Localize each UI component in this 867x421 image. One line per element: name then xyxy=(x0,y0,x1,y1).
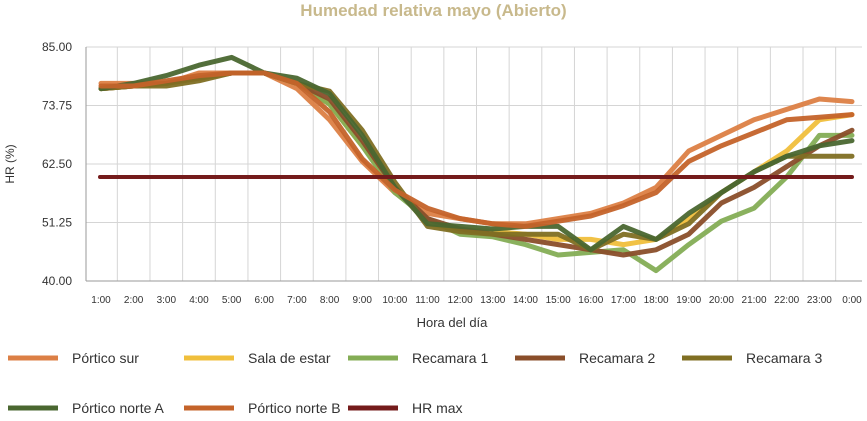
x-tick-label: 17:00 xyxy=(611,295,636,306)
x-tick-label: 10:00 xyxy=(382,295,407,306)
legend-label: Recamara 1 xyxy=(412,350,488,366)
series-line-6 xyxy=(98,54,855,253)
x-tick-label: 1:00 xyxy=(91,295,111,306)
x-tick-label: 15:00 xyxy=(546,295,571,306)
x-tick-label: 14:00 xyxy=(513,295,538,306)
y-tick-label: 73.75 xyxy=(42,99,72,113)
x-tick-label: 6:00 xyxy=(255,295,275,306)
series-line-7 xyxy=(98,70,855,229)
legend-label: Recamara 2 xyxy=(579,350,655,366)
chart-title: Humedad relativa mayo (Abierto) xyxy=(300,1,567,20)
x-tick-label: 19:00 xyxy=(676,295,701,306)
series-lines xyxy=(98,54,855,274)
legend-label: Pórtico sur xyxy=(72,350,139,366)
x-tick-label: 9:00 xyxy=(352,295,372,306)
x-tick-label: 13:00 xyxy=(480,295,505,306)
y-tick-labels: 40.00 51.25 62.50 73.75 85.00 xyxy=(42,40,72,288)
x-tick-label: 3:00 xyxy=(157,295,177,306)
axes xyxy=(85,47,862,282)
legend: Pórtico sur Sala de estar Recamara 1 Recama… xyxy=(8,350,822,416)
x-tick-label: 11:00 xyxy=(415,295,440,306)
x-tick-label: 20:00 xyxy=(709,295,734,306)
y-tick-label: 85.00 xyxy=(42,40,72,54)
x-tick-label: 12:00 xyxy=(448,295,473,306)
x-tick-label: 16:00 xyxy=(578,295,603,306)
x-tick-label: 21:00 xyxy=(742,295,767,306)
legend-label: Pórtico norte A xyxy=(72,400,164,416)
legend-label: Pórtico norte B xyxy=(248,400,341,416)
x-tick-labels: 1:00 2:00 3:00 4:00 5:00 6:00 7:00 8:00 9:00 10:0… xyxy=(91,295,862,306)
y-tick-label: 40.00 xyxy=(42,274,72,288)
x-tick-label: 2:00 xyxy=(124,295,144,306)
x-tick-label: 5:00 xyxy=(222,295,242,306)
x-tick-label: 23:00 xyxy=(807,295,832,306)
y-tick-label: 51.25 xyxy=(42,216,72,230)
legend-label: Sala de estar xyxy=(248,350,331,366)
legend-label: Recamara 3 xyxy=(746,350,822,366)
x-tick-label: 22:00 xyxy=(774,295,799,306)
y-axis-label: HR (%) xyxy=(3,144,17,183)
x-tick-label: 4:00 xyxy=(189,295,209,306)
x-tick-label: 7:00 xyxy=(287,295,307,306)
x-tick-label: 8:00 xyxy=(320,295,340,306)
x-tick-label: 0:00 xyxy=(842,295,862,306)
x-tick-label: 18:00 xyxy=(644,295,669,306)
x-axis-label: Hora del día xyxy=(417,315,489,330)
y-tick-label: 62.50 xyxy=(42,157,72,171)
legend-label: HR max xyxy=(412,400,463,416)
